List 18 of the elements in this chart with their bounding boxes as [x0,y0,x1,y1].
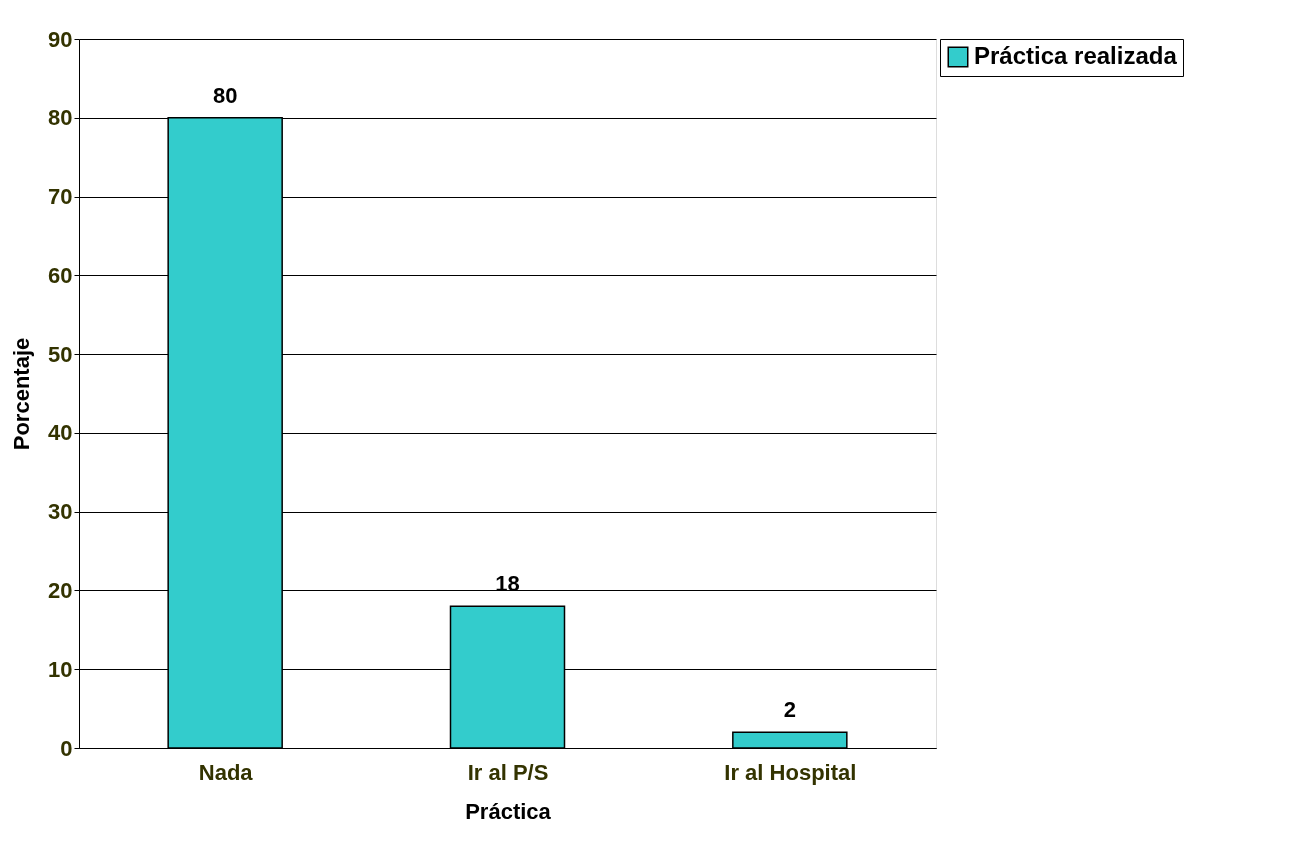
y-tick-label: 40 [48,420,73,446]
y-tick-label: 0 [60,735,73,761]
y-tick-label: 30 [48,499,73,525]
y-tick-label: 60 [48,262,73,288]
y-tick-label: 80 [48,105,73,131]
x-tick-label: Ir al Hospital [724,759,857,785]
x-tick-label: Ir al P/S [467,759,549,785]
y-tick-label: 20 [48,577,73,603]
y-tick-label: 90 [48,26,73,52]
y-tick-label: 50 [48,341,73,367]
x-axis-title: Práctica [465,798,552,824]
y-tick-label: 70 [48,184,73,210]
y-tick-label: 10 [48,656,73,682]
data-label: 2 [783,697,796,723]
x-tick-label: Nada [198,759,254,785]
data-label: 80 [212,82,238,108]
y-axis-title: Porcentaje [9,337,35,451]
legend-label: Práctica realizada [974,42,1178,69]
